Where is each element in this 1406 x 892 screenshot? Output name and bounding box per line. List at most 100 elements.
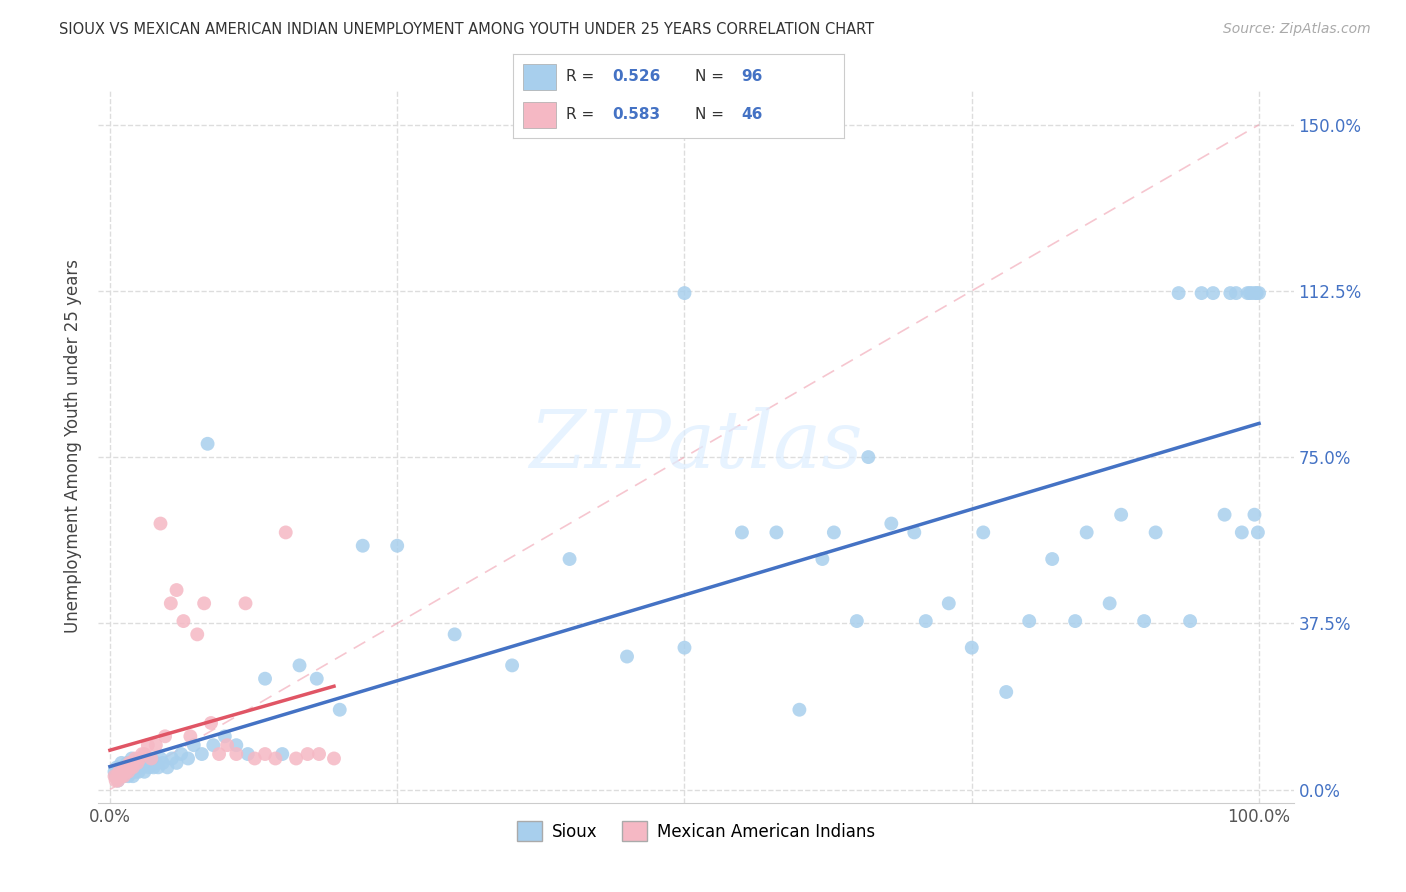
Point (243, 751, 266, 765)
Point (110, 769, 132, 783)
Point (145, 756, 167, 770)
Point (121, 751, 143, 765)
Point (960, 640, 983, 655)
Point (323, 751, 346, 765)
Point (110, 769, 132, 783)
Text: 0.526: 0.526 (613, 70, 661, 85)
Point (1064, 614, 1087, 628)
Point (111, 764, 134, 779)
Point (1202, 286, 1225, 301)
Point (134, 747, 156, 761)
Point (1076, 525, 1098, 540)
Point (1236, 286, 1258, 301)
Point (104, 773, 127, 788)
Point (1247, 286, 1270, 301)
Point (823, 525, 845, 540)
Point (288, 658, 311, 673)
Text: N =: N = (695, 70, 728, 85)
Point (385, 539, 409, 553)
Point (110, 769, 132, 783)
Point (1247, 525, 1270, 540)
Point (443, 627, 465, 641)
Point (103, 764, 125, 779)
Point (148, 760, 170, 774)
Point (134, 764, 156, 779)
Point (225, 738, 247, 752)
Point (127, 756, 149, 770)
Text: 96: 96 (741, 70, 762, 85)
Point (159, 596, 181, 610)
Point (845, 614, 868, 628)
Point (1144, 525, 1167, 540)
Point (118, 756, 141, 770)
Point (149, 751, 172, 765)
Point (114, 760, 136, 774)
Point (1244, 286, 1267, 301)
Point (731, 525, 754, 540)
Point (254, 747, 277, 761)
Point (115, 764, 138, 779)
Text: ZIPatlas: ZIPatlas (529, 408, 863, 484)
Point (1178, 614, 1201, 628)
Point (177, 751, 200, 765)
Point (1109, 508, 1132, 522)
Point (108, 764, 131, 779)
Point (285, 751, 308, 765)
Point (141, 751, 163, 765)
Point (117, 769, 139, 783)
Point (191, 747, 214, 761)
Point (112, 769, 135, 783)
Point (1133, 614, 1156, 628)
Point (117, 764, 139, 779)
Point (673, 286, 696, 301)
Point (107, 773, 129, 788)
Text: Source: ZipAtlas.com: Source: ZipAtlas.com (1223, 22, 1371, 37)
Text: N =: N = (695, 107, 728, 122)
Bar (523, 64, 557, 89)
Point (208, 747, 231, 761)
Point (111, 764, 134, 779)
Y-axis label: Unemployment Among Youth under 25 years: Unemployment Among Youth under 25 years (63, 259, 82, 633)
Point (115, 756, 138, 770)
Point (1040, 552, 1063, 566)
Point (183, 738, 205, 752)
Point (236, 747, 259, 761)
Point (131, 760, 153, 774)
Point (765, 525, 787, 540)
Point (136, 738, 159, 752)
Point (1246, 286, 1268, 301)
Point (186, 627, 208, 641)
Point (217, 738, 239, 752)
Point (160, 751, 183, 765)
Point (789, 703, 811, 717)
Point (128, 756, 150, 770)
Point (1219, 286, 1241, 301)
Point (125, 756, 148, 770)
Point (308, 747, 330, 761)
Point (122, 760, 145, 774)
Point (271, 747, 294, 761)
Point (135, 756, 157, 770)
Point (1018, 614, 1040, 628)
Point (880, 516, 903, 531)
Point (127, 760, 149, 774)
Point (105, 769, 128, 783)
Point (254, 672, 277, 686)
Point (118, 760, 141, 774)
Point (110, 756, 132, 770)
Point (112, 769, 135, 783)
Point (972, 525, 994, 540)
Point (108, 764, 131, 779)
Point (103, 769, 125, 783)
Point (107, 773, 129, 788)
Point (131, 747, 153, 761)
Point (128, 764, 150, 779)
Point (166, 756, 188, 770)
Point (297, 747, 319, 761)
Point (274, 525, 297, 540)
Point (105, 760, 128, 774)
Point (121, 756, 143, 770)
Point (1191, 286, 1213, 301)
Point (152, 756, 174, 770)
Point (903, 525, 925, 540)
